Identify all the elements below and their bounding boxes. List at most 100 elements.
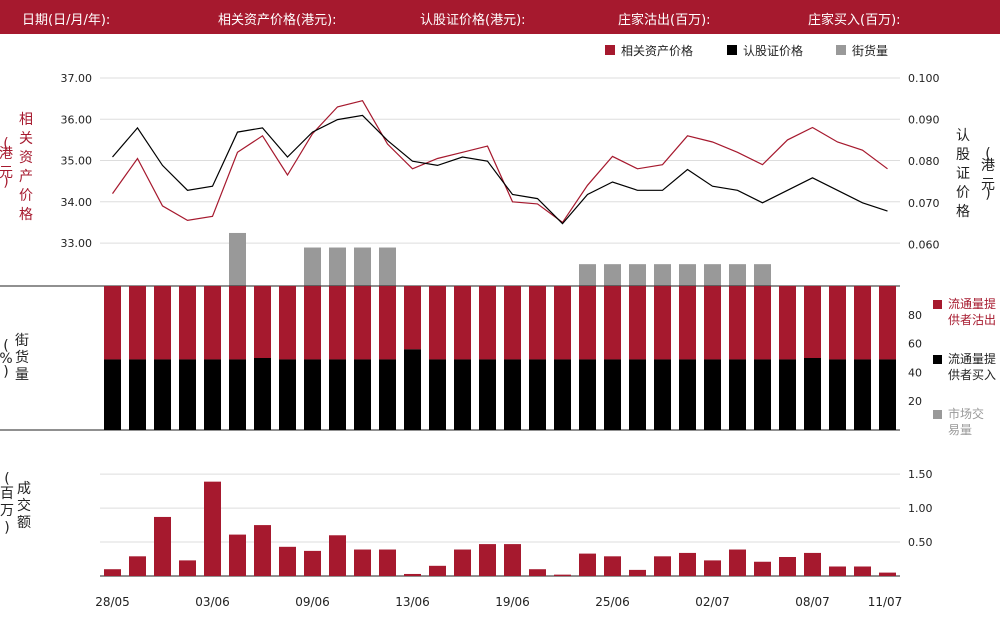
mid-legend-swatch (933, 300, 942, 309)
outstanding-bar (579, 264, 596, 286)
sell-pct-bar (529, 286, 546, 360)
buy-pct-bar (504, 359, 521, 430)
turnover-bar (779, 556, 796, 576)
turnover-bar (279, 546, 296, 576)
buy-pct-bar (129, 359, 146, 430)
turnover-bar (579, 553, 596, 576)
turnover-bar (604, 556, 621, 576)
y-left-title-char: 相 (19, 112, 33, 128)
header-bar: 日期(日/月/年): 相关资产价格(港元): 认股证价格(港元): 庄家沽出(百… (0, 0, 1000, 34)
outstanding-bar (354, 247, 371, 286)
turnover-bar (729, 549, 746, 576)
y-right-tick-label: 0.070 (908, 197, 940, 210)
y-left-tick-label: 37.00 (61, 72, 93, 85)
outstanding-bar (654, 264, 671, 286)
buy-pct-bar (329, 359, 346, 430)
buy-pct-bar (879, 359, 896, 430)
buy-pct-bar (379, 359, 396, 430)
sell-pct-bar (779, 286, 796, 360)
buy-pct-bar (654, 359, 671, 430)
sell-pct-bar (479, 286, 496, 360)
mid-legend-label: 供者沽出 (948, 313, 996, 327)
buy-pct-bar (404, 349, 421, 430)
turnover-bar (829, 566, 846, 576)
mid-legend-label: 市场交 (948, 406, 984, 421)
mid-y-unit-paren: ( (3, 338, 8, 354)
turnover-bar (354, 549, 371, 576)
y-right-tick-label: 0.090 (908, 114, 940, 127)
sell-pct-bar (204, 286, 221, 360)
bottom-y-unit-char: 万 (0, 503, 14, 519)
bottom-y-tick-label: 0.50 (908, 536, 933, 549)
turnover-bar (504, 544, 521, 576)
mid-legend-swatch (933, 410, 942, 419)
turnover-bar (654, 556, 671, 576)
y-left-title-char: 关 (19, 131, 33, 147)
buy-pct-bar (754, 359, 771, 430)
y-left-title-char: 价 (19, 188, 33, 204)
buy-pct-bar (254, 358, 271, 430)
sell-pct-bar (254, 286, 271, 358)
buy-pct-bar (479, 359, 496, 430)
sell-pct-bar (504, 286, 521, 360)
sell-pct-bar (629, 286, 646, 360)
y-right-unit-paren: ) (985, 186, 990, 202)
y-left-unit-char: 港 (0, 146, 13, 162)
sell-pct-bar (179, 286, 196, 360)
turnover-bar (854, 566, 871, 576)
turnover-bar (229, 534, 246, 576)
sell-pct-bar (104, 286, 121, 360)
buy-pct-bar (729, 359, 746, 430)
mid-y-tick-label: 80 (908, 309, 922, 322)
buy-pct-bar (629, 359, 646, 430)
turnover-bar (879, 572, 896, 576)
mid-y-title-char: 货 (15, 349, 29, 366)
sell-pct-bar (654, 286, 671, 360)
turnover-bar (429, 565, 446, 576)
turnover-bar (104, 569, 121, 576)
sell-pct-bar (704, 286, 721, 360)
y-left-tick-label: 36.00 (61, 113, 93, 126)
turnover-bar (329, 535, 346, 576)
y-left-title-char: 产 (19, 169, 33, 185)
buy-pct-bar (604, 359, 621, 430)
outstanding-bar (729, 264, 746, 286)
y-right-unit-paren: ( (985, 146, 990, 162)
y-left-tick-label: 33.00 (61, 237, 93, 250)
y-right-unit-char: 港 (981, 158, 995, 174)
buy-pct-bar (829, 359, 846, 430)
sell-pct-bar (429, 286, 446, 360)
sell-pct-bar (404, 286, 421, 350)
turnover-bar (454, 549, 471, 576)
x-tick-label: 02/07 (695, 595, 730, 609)
bottom-y-unit-char: 百 (0, 486, 14, 502)
mm-sell-label: 庄家沽出(百万): (618, 13, 711, 28)
mid-y-title-char: 街 (15, 333, 29, 349)
y-right-title-char: 价 (956, 185, 970, 201)
buy-pct-bar (229, 359, 246, 430)
x-tick-label: 03/06 (195, 595, 230, 609)
sell-pct-bar (729, 286, 746, 360)
legend-label: 相关资产价格 (621, 43, 693, 58)
buy-pct-bar (104, 359, 121, 430)
sell-pct-bar (354, 286, 371, 360)
y-left-tick-label: 35.00 (61, 155, 93, 168)
mid-legend-label: 流通量提 (948, 296, 996, 311)
buy-pct-bar (554, 359, 571, 430)
mid-y-unit: % (0, 351, 13, 367)
outstanding-bar (754, 264, 771, 286)
turnover-bar (704, 560, 721, 576)
y-left-title-char: 格 (19, 207, 33, 223)
sell-pct-bar (129, 286, 146, 360)
turnover-bar (679, 552, 696, 576)
buy-pct-bar (529, 359, 546, 430)
y-right-tick-label: 0.080 (908, 155, 940, 168)
y-left-unit-paren: ( (3, 136, 8, 152)
y-right-tick-label: 0.060 (908, 238, 940, 251)
buy-pct-bar (204, 359, 221, 430)
turnover-bar (154, 516, 171, 576)
turnover-bar (379, 549, 396, 576)
sell-pct-bar (229, 286, 246, 360)
bottom-y-tick-label: 1.50 (908, 468, 933, 481)
x-tick-label: 08/07 (795, 595, 830, 609)
